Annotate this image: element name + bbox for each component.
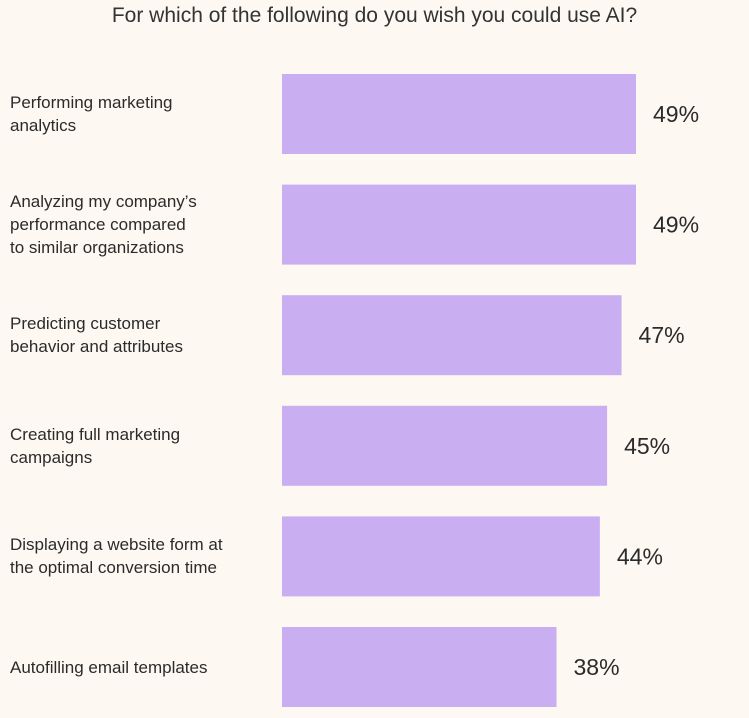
category-label-1: Performing marketing analytics — [10, 74, 272, 154]
category-label-line: campaigns — [10, 447, 93, 467]
bar-4 — [282, 405, 608, 486]
category-label-line: the optimal conversion time — [10, 558, 217, 578]
value-label-3: 47% — [639, 322, 685, 348]
bar-6 — [282, 627, 557, 707]
value-label-1: 49% — [653, 101, 699, 127]
bar-3 — [282, 295, 622, 376]
value-label-4: 45% — [624, 433, 670, 459]
category-label-line: behavior and attributes — [10, 337, 183, 357]
category-label-line: Displaying a website form at — [10, 535, 223, 555]
category-label-2: Analyzing my company’s performance compar… — [10, 185, 272, 265]
value-label-6: 38% — [574, 654, 620, 680]
category-label-4: Creating full marketing campaigns — [10, 406, 272, 486]
category-label-5: Displaying a website form at the optimal … — [10, 516, 272, 596]
category-label-line: performance compared — [10, 215, 186, 235]
value-label-5: 44% — [617, 543, 663, 569]
category-label-line: Analyzing my company’s — [10, 192, 197, 212]
value-label-2: 49% — [653, 212, 699, 238]
bar-2 — [282, 184, 636, 265]
chart-title: For which of the following do you wish y… — [111, 4, 638, 27]
category-label-line: Autofilling email templates — [10, 657, 208, 677]
category-label-line: to similar organizations — [10, 238, 184, 258]
category-label-6: Autofilling email templates — [10, 627, 272, 707]
category-label-line: Predicting customer — [10, 314, 161, 334]
bar-1 — [282, 74, 636, 154]
bar-5 — [282, 516, 600, 597]
category-label-line: Creating full marketing — [10, 424, 181, 444]
category-label-line: analytics — [10, 116, 77, 135]
category-label-line: Performing marketing — [10, 93, 173, 112]
category-label-3: Predicting customer behavior and attribut… — [10, 295, 272, 375]
